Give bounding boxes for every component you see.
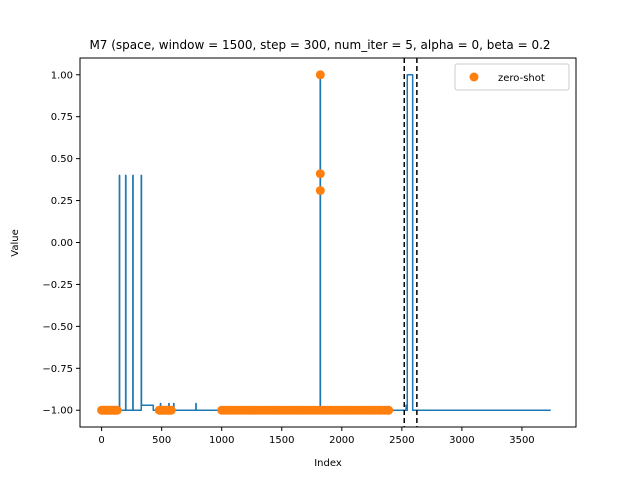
y-tick-label: 0.50 — [51, 154, 73, 165]
scatter-point — [315, 186, 325, 195]
legend-box — [454, 63, 570, 91]
axes-layer: 0 500 1000 1500 2000 2500 3000 3500 −1.00 −0.75 −0… — [42, 57, 577, 446]
y-tick-label: −0.50 — [42, 322, 73, 333]
y-tick-label: 0.00 — [51, 238, 73, 249]
x-axis-label: Index — [314, 458, 342, 469]
x-tick-label: 2000 — [329, 435, 354, 446]
scatter-point — [315, 169, 325, 179]
scatter-point — [112, 405, 122, 415]
x-tick-label: 500 — [152, 435, 171, 446]
y-tick-label: 0.75 — [51, 112, 73, 123]
y-tick-label: −0.75 — [42, 364, 73, 375]
scatter-point — [315, 70, 325, 80]
y-tick-label: 0.25 — [51, 196, 73, 207]
scatter-point — [384, 405, 394, 415]
scatter-point — [166, 405, 176, 415]
y-tick-label: −0.25 — [42, 280, 73, 291]
chart-title: M7 (space, window = 1500, step = 300, nu… — [89, 38, 550, 52]
y-axis-label: Value — [10, 229, 21, 256]
legend-label-zero-shot: zero-shot — [498, 73, 545, 84]
data-layer — [97, 58, 551, 427]
x-tick-label: 3000 — [449, 435, 474, 446]
x-tick-label: 3500 — [509, 435, 534, 446]
x-tick-label: 0 — [98, 435, 104, 446]
y-tick-label: 1.00 — [51, 70, 73, 81]
legend-marker-zero-shot — [469, 72, 479, 82]
x-tick-label: 1000 — [209, 435, 234, 446]
legend: zero-shot — [454, 63, 570, 91]
y-tick-label: −1.00 — [42, 406, 73, 417]
x-tick-label: 2500 — [389, 435, 414, 446]
x-tick-label: 1500 — [269, 435, 294, 446]
